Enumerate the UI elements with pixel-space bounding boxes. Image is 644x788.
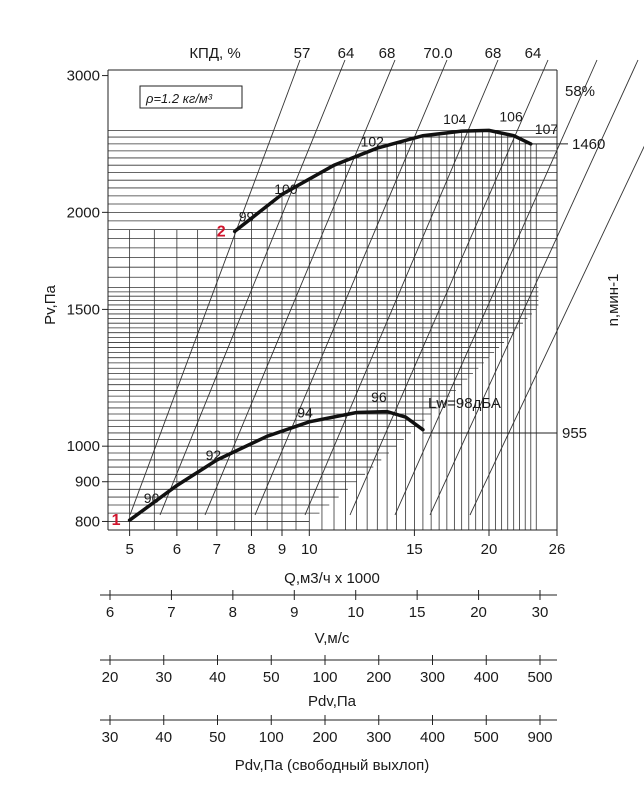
secondary-axis-tick-label: 7 (167, 604, 175, 621)
y-tick-label: 3000 (67, 68, 100, 85)
secondary-axis-tick-label: 30 (155, 669, 172, 686)
secondary-axis-tick-label: 30 (102, 729, 119, 746)
secondary-axis-tick-label: 300 (366, 729, 391, 746)
y-tick-label: 2000 (67, 204, 100, 221)
efficiency-title: КПД, % (189, 45, 240, 62)
secondary-axis-tick-label: 100 (312, 669, 337, 686)
secondary-axis-tick-label: 50 (209, 729, 226, 746)
noise-level-label: 99 (239, 208, 255, 224)
noise-level-label: 94 (297, 404, 313, 420)
efficiency-label: 70.0 (423, 45, 452, 62)
secondary-axis-tick-label: 8 (229, 604, 237, 621)
x-tick-label: 15 (406, 541, 423, 558)
noise-level-label: 107 (535, 121, 559, 137)
x-tick-label: 5 (125, 541, 133, 558)
efficiency-line (469, 145, 644, 516)
efficiency-line (254, 59, 448, 516)
secondary-axis-tick-label: 100 (259, 729, 284, 746)
secondary-axis-title: V,м/с (315, 630, 350, 647)
secondary-axis-tick-label: 6 (106, 604, 114, 621)
secondary-axis-tick-label: 50 (263, 669, 280, 686)
y-tick-label: 800 (75, 513, 100, 530)
efficiency-line (429, 59, 639, 516)
secondary-axis-tick-label: 40 (209, 669, 226, 686)
x-tick-label: 7 (213, 541, 221, 558)
secondary-axis-tick-label: 30 (532, 604, 549, 621)
secondary-axis-tick-label: 40 (155, 729, 172, 746)
efficiency-label: 64 (338, 45, 355, 62)
performance-curves (127, 128, 533, 522)
secondary-axis-tick-label: 200 (312, 729, 337, 746)
y-tick-label: 900 (75, 474, 100, 491)
efficiency-line (129, 59, 301, 516)
efficiency-line (394, 59, 598, 516)
secondary-axis-tick-label: 20 (470, 604, 487, 621)
x-tick-label: 10 (301, 541, 318, 558)
noise-level-label: 90 (144, 490, 160, 506)
secondary-axis-tick-label: 500 (474, 729, 499, 746)
x-tick-label: 9 (278, 541, 286, 558)
efficiency-label: 68 (379, 45, 396, 62)
efficiency-lines (129, 59, 644, 516)
secondary-axis-tick-label: 900 (527, 729, 552, 746)
plot-frame (100, 69, 568, 725)
curve-marker-2: 2 (217, 223, 226, 240)
secondary-axis-tick-label: 300 (420, 669, 445, 686)
secondary-axis-tick-label: 10 (347, 604, 364, 621)
x-tick-label: 8 (247, 541, 255, 558)
x-tick-label: 6 (173, 541, 181, 558)
density-box (139, 85, 243, 109)
efficiency-label: 57 (294, 45, 311, 62)
secondary-axis-title: Pdv,Па (свободный выхлоп) (235, 757, 429, 774)
efficiency-line (304, 59, 499, 516)
secondary-axis-tick-label: 9 (290, 604, 298, 621)
x-tick-label: 26 (549, 541, 566, 558)
secondary-axis-tick-label: 20 (102, 669, 119, 686)
speed-label-955: 955 (562, 425, 587, 442)
efficiency-line (159, 59, 346, 516)
noise-level-label: 106 (499, 109, 523, 125)
secondary-axis-tick-label: 500 (527, 669, 552, 686)
secondary-axis-tick-label: 200 (366, 669, 391, 686)
curve-955 (127, 409, 425, 522)
noise-label-lw: Lw=98дБА (428, 395, 501, 412)
y-axis-right-title: n,мин-1 (605, 274, 622, 327)
secondary-axis-tick-label: 15 (409, 604, 426, 621)
y-tick-label: 1500 (67, 301, 100, 318)
secondary-axis-title: Pdv,Па (308, 693, 357, 710)
x-tick-label: 20 (481, 541, 498, 558)
efficiency-end-label: 58% (565, 83, 595, 100)
curve-1460 (232, 128, 533, 234)
secondary-axis-tick-label: 400 (420, 729, 445, 746)
speed-label-1460: 1460 (572, 136, 605, 153)
efficiency-label: 68 (485, 45, 502, 62)
y-axis-title: Pv,Па (42, 285, 59, 325)
noise-level-label: 96 (371, 389, 387, 405)
y-tick-label: 1000 (67, 438, 100, 455)
noise-level-label: 92 (206, 447, 222, 463)
density-note: ρ=1.2 кг/м³ (145, 91, 213, 106)
grid-lines (108, 130, 557, 530)
noise-level-label: 100 (274, 181, 298, 197)
noise-level-label: 102 (361, 134, 385, 150)
efficiency-line (204, 59, 396, 516)
secondary-axis-tick-label: 400 (474, 669, 499, 686)
x-axis-title: Q,м3/ч x 1000 (284, 570, 380, 587)
noise-level-label: 104 (443, 111, 467, 127)
efficiency-label: 64 (525, 45, 542, 62)
curve-marker-1: 1 (112, 512, 121, 529)
